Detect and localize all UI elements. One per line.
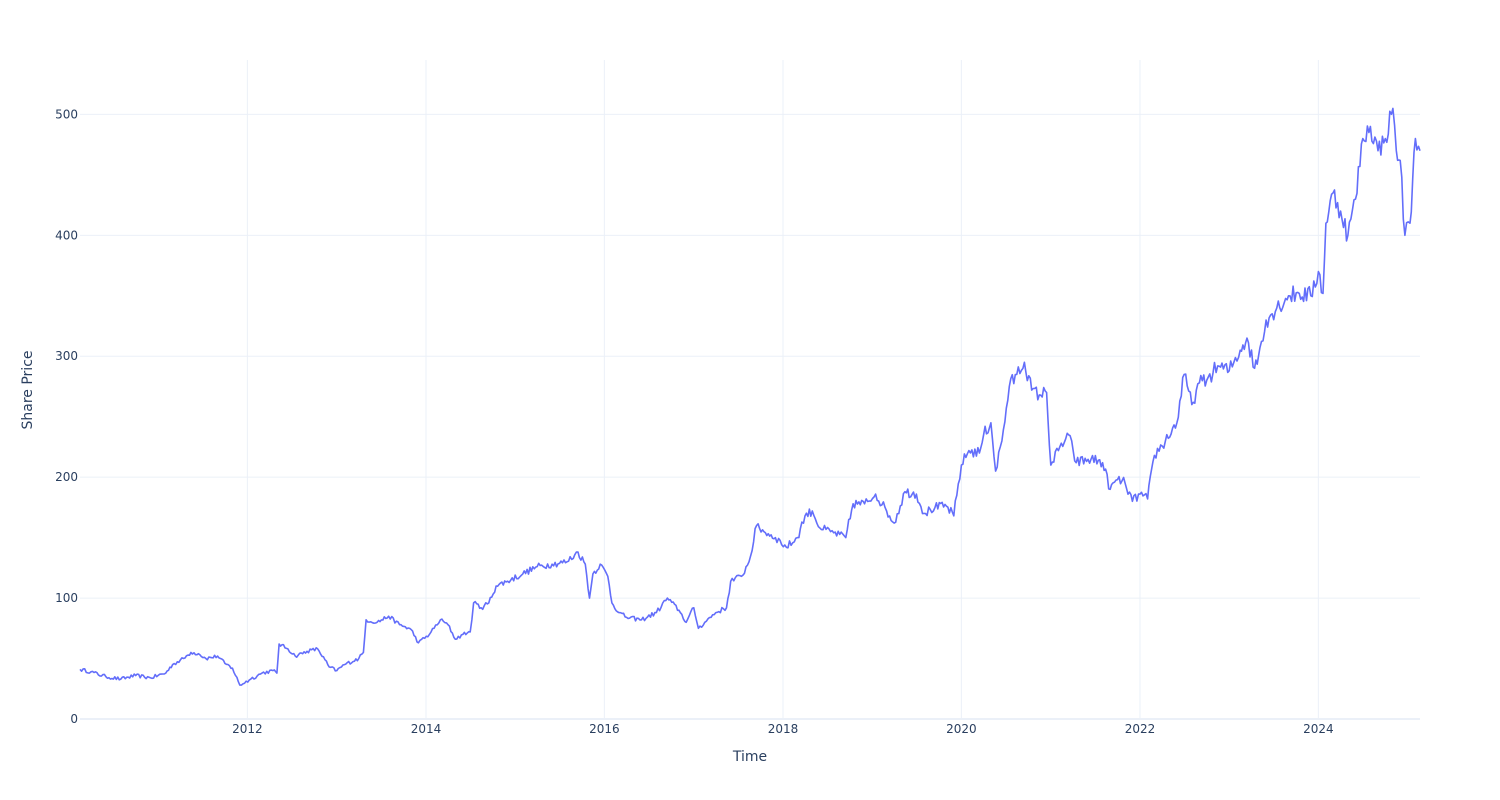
y-tick-label: 0 [70,712,78,726]
x-tick-label: 2014 [411,722,442,736]
series-layer [79,107,1421,686]
x-tick-label: 2016 [589,722,620,736]
x-tick-label: 2012 [232,722,263,736]
y-tick-label: 200 [55,470,78,484]
x-axis-title: Time [732,749,767,765]
y-tick-label: 300 [55,349,78,363]
grid-layer [80,60,1420,720]
x-tick-label: 2022 [1125,722,1156,736]
y-axis: 0 100 200 300 400 500 [55,107,78,726]
y-tick-label: 400 [55,228,78,242]
x-tick-label: 2020 [946,722,977,736]
x-axis: 2012 2014 2016 2018 2020 2022 2024 [232,722,1334,736]
y-tick-label: 500 [55,107,78,121]
x-tick-label: 2018 [768,722,799,736]
x-tick-label: 2024 [1303,722,1334,736]
y-axis-title: Share Price [20,350,36,429]
series-line [79,107,1421,686]
y-tick-label: 100 [55,591,78,605]
